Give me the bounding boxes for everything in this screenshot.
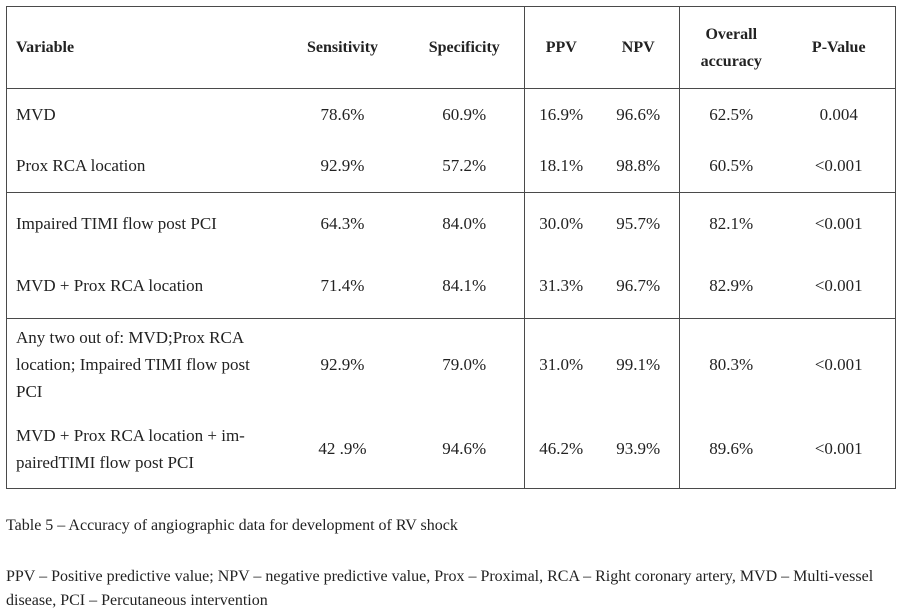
cell-variable: Prox RCA location	[6, 140, 281, 193]
cell-specificity: 84.1%	[404, 254, 525, 319]
cell-sensitivity: 92.9%	[320, 354, 365, 374]
table-row: Prox RCA location 92.9% 57.2% 18.1% 98.8…	[6, 140, 896, 193]
cell-p-value: <0.001	[814, 439, 863, 459]
cell-npv: 98.8%	[597, 140, 680, 193]
accuracy-table: Variable Sensitivity Specificity PPV NPV…	[6, 6, 896, 489]
cell-sensitivity: 92.9%	[280, 140, 405, 193]
header-ppv: PPV	[524, 6, 598, 89]
table-footnote: PPV – Positive predictive value; NPV – n…	[6, 568, 874, 609]
cell-p-value: 0.004	[819, 104, 858, 124]
table-row: MVD + Prox RCA location 71.4% 84.1% 31.3…	[6, 254, 896, 319]
cell-ppv: 46.2%	[524, 410, 598, 489]
cell-variable: MVD + Prox RCA location + im- pairedTIMI…	[7, 411, 281, 489]
cell-sensitivity: 71.4%	[280, 254, 405, 319]
header-overall-accuracy: Overall accuracy	[679, 6, 783, 89]
table-header-row: Variable Sensitivity Specificity PPV NPV…	[6, 6, 896, 89]
cell-variable: Any two out of: MVD;Prox RCA location; I…	[7, 319, 281, 411]
header-overall-accuracy-line2: accuracy	[700, 52, 762, 70]
cell-npv: 96.6%	[616, 104, 661, 124]
header-p-value: P-Value	[782, 6, 896, 89]
header-variable: Variable	[6, 6, 281, 89]
cell-ppv: 18.1%	[524, 140, 598, 193]
cell-npv: 96.7%	[597, 254, 680, 319]
cell-p-value: <0.001	[814, 213, 863, 233]
cell-variable-line3: PCI	[16, 382, 43, 402]
table-row: MVD + Prox RCA location + im- pairedTIMI…	[7, 410, 896, 489]
table-row: MVD 78.6% 60.9% 16.9% 96.6% 62.5% 0.004	[7, 88, 896, 141]
cell-variable: MVD	[16, 104, 56, 124]
cell-sensitivity: 78.6%	[320, 104, 365, 124]
table-row: Impaired TIMI flow post PCI 64.3% 84.0% …	[7, 192, 896, 255]
table-row: Any two out of: MVD;Prox RCA location; I…	[7, 318, 896, 411]
cell-ppv: 31.0%	[524, 318, 598, 411]
cell-overall-accuracy: 82.9%	[679, 254, 783, 319]
table-caption: Table 5 – Accuracy of angiographic data …	[6, 517, 458, 534]
cell-npv: 99.1%	[616, 354, 661, 374]
header-sensitivity: Sensitivity	[280, 6, 405, 89]
cell-p-value: <0.001	[782, 254, 896, 319]
cell-overall-accuracy: 80.3%	[679, 318, 783, 411]
cell-specificity: 84.0%	[442, 213, 487, 233]
cell-sensitivity: 42 .9%	[318, 439, 367, 459]
cell-sensitivity: 64.3%	[320, 213, 365, 233]
cell-variable-line2: pairedTIMI flow post PCI	[16, 453, 195, 473]
cell-npv: 93.9%	[616, 439, 661, 459]
cell-ppv: 30.0%	[524, 192, 598, 255]
cell-p-value: <0.001	[782, 140, 896, 193]
cell-ppv: 31.3%	[524, 254, 598, 319]
header-overall-accuracy-line1: Overall	[705, 25, 758, 43]
header-specificity: Specificity	[404, 6, 525, 89]
cell-variable-line2: location; Impaired TIMI flow post	[16, 355, 250, 375]
cell-npv: 95.7%	[616, 213, 661, 233]
cell-overall-accuracy: 60.5%	[679, 140, 783, 193]
cell-specificity: 79.0%	[442, 354, 487, 374]
cell-overall-accuracy: 89.6%	[679, 410, 783, 489]
cell-specificity: 94.6%	[442, 439, 487, 459]
cell-specificity: 57.2%	[404, 140, 525, 193]
cell-overall-accuracy: 82.1%	[679, 192, 783, 255]
cell-ppv: 16.9%	[524, 88, 598, 141]
cell-variable: Impaired TIMI flow post PCI	[16, 213, 217, 233]
cell-variable-line1: MVD + Prox RCA location + im-	[16, 426, 245, 446]
cell-variable-line1: Any two out of: MVD;Prox RCA	[16, 328, 245, 348]
cell-specificity: 60.9%	[442, 104, 487, 124]
header-npv: NPV	[597, 6, 680, 89]
cell-variable: MVD + Prox RCA location	[6, 254, 281, 319]
cell-p-value: <0.001	[814, 354, 863, 374]
cell-overall-accuracy: 62.5%	[679, 88, 783, 141]
